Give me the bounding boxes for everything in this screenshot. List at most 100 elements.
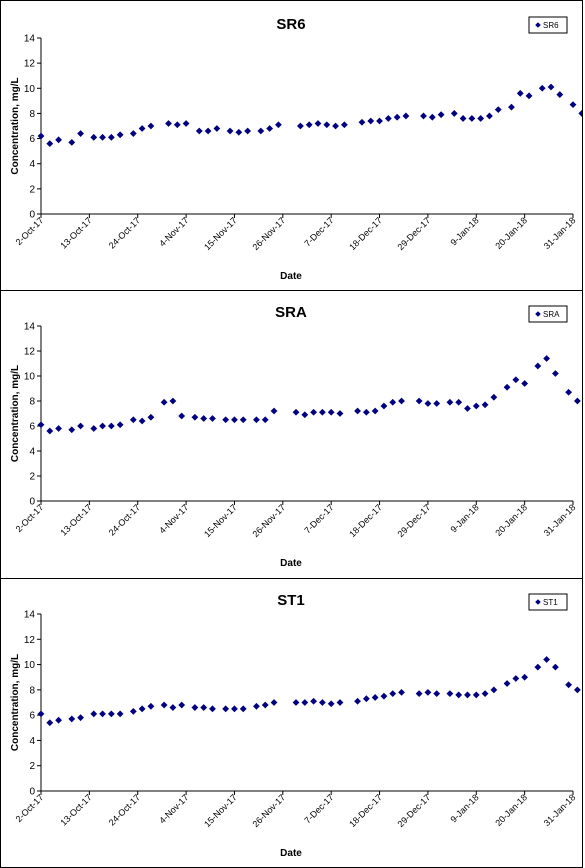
- x-axis-title: Date: [280, 271, 302, 282]
- x-tick-label: 31-Jan-18: [542, 215, 578, 251]
- x-tick-label: 7-Dec-17: [302, 502, 335, 535]
- data-point: [147, 413, 155, 421]
- data-point: [318, 408, 326, 416]
- x-tick-label: 4-Nov-17: [157, 792, 190, 825]
- data-point: [494, 106, 502, 114]
- chart-title: SR6: [276, 16, 305, 33]
- data-point: [389, 398, 397, 406]
- data-point: [116, 131, 124, 139]
- y-tick-label: 6: [29, 134, 35, 145]
- data-point: [204, 127, 212, 135]
- data-point: [253, 416, 260, 424]
- series-sr6: [37, 83, 582, 147]
- data-point: [99, 422, 106, 430]
- data-point: [332, 122, 339, 130]
- data-point: [55, 136, 62, 144]
- data-point: [116, 421, 124, 429]
- data-point: [275, 121, 282, 129]
- y-tick-label: 4: [29, 447, 35, 458]
- data-point: [257, 127, 265, 135]
- y-tick-label: 2: [29, 472, 35, 483]
- y-tick-label: 4: [29, 159, 35, 170]
- data-point: [336, 699, 344, 706]
- data-point: [393, 113, 401, 121]
- data-point: [398, 688, 405, 696]
- x-tick-label: 29-Dec-17: [396, 502, 433, 539]
- data-point: [354, 407, 361, 415]
- data-point: [552, 663, 559, 671]
- data-point: [371, 694, 379, 701]
- data-point: [521, 673, 529, 681]
- data-point: [547, 83, 555, 91]
- data-point: [446, 690, 454, 698]
- data-point: [178, 412, 186, 420]
- y-tick-label: 8: [29, 397, 35, 408]
- data-point: [191, 413, 199, 421]
- data-point: [147, 122, 155, 130]
- legend: SRA: [528, 305, 568, 323]
- y-tick-label: 10: [24, 84, 36, 95]
- x-tick-label: 15-Nov-17: [202, 502, 239, 539]
- data-point: [565, 388, 573, 396]
- x-tick-label: 7-Dec-17: [302, 792, 335, 825]
- data-point: [107, 422, 115, 430]
- x-tick-label: 4-Nov-17: [157, 502, 190, 535]
- data-point: [314, 120, 322, 127]
- data-point: [261, 701, 269, 709]
- data-point: [380, 692, 388, 700]
- data-point: [222, 416, 230, 424]
- x-axis-title: Date: [280, 558, 302, 569]
- data-point: [486, 112, 493, 120]
- data-point: [516, 89, 524, 97]
- data-point: [512, 675, 520, 682]
- data-point: [327, 408, 335, 416]
- data-point: [464, 405, 471, 412]
- data-point: [389, 690, 397, 698]
- data-point: [354, 697, 361, 705]
- data-point: [503, 383, 511, 391]
- data-point: [455, 691, 463, 699]
- x-tick-label: 26-Nov-17: [250, 215, 287, 252]
- y-tick-label: 14: [24, 34, 36, 45]
- data-point: [384, 115, 392, 122]
- legend: ST1: [528, 593, 568, 611]
- y-tick-label: 6: [29, 711, 35, 722]
- data-point: [169, 704, 177, 711]
- data-point: [569, 101, 577, 109]
- data-point: [68, 426, 76, 434]
- data-point: [46, 427, 54, 435]
- x-tick-label: 29-Dec-17: [396, 792, 433, 829]
- data-point: [209, 415, 216, 422]
- data-point: [266, 125, 274, 132]
- data-point: [68, 138, 76, 146]
- data-point: [222, 705, 230, 713]
- data-point: [503, 680, 511, 687]
- y-tick-label: 14: [24, 610, 36, 621]
- data-point: [165, 120, 172, 127]
- data-point: [90, 710, 98, 718]
- y-tick-label: 8: [29, 109, 35, 120]
- data-point: [292, 699, 300, 706]
- data-point: [534, 663, 542, 671]
- data-point: [270, 699, 278, 706]
- data-point: [37, 710, 45, 718]
- data-point: [235, 128, 243, 136]
- data-point: [129, 707, 137, 715]
- data-point: [459, 115, 467, 122]
- x-tick-label: 24-Oct-17: [107, 792, 142, 827]
- series-st1: [37, 656, 581, 727]
- data-point: [371, 407, 379, 415]
- data-point: [169, 397, 177, 405]
- data-point: [424, 400, 432, 407]
- data-point: [55, 425, 62, 432]
- data-point: [472, 691, 480, 699]
- data-point: [468, 115, 476, 122]
- y-tick-label: 10: [24, 372, 36, 383]
- data-point: [292, 408, 300, 416]
- y-tick-label: 14: [24, 322, 36, 333]
- data-point: [336, 410, 344, 417]
- y-axis-title: Concentration, mg/L: [10, 654, 21, 751]
- data-point: [578, 110, 582, 117]
- data-point: [301, 699, 309, 706]
